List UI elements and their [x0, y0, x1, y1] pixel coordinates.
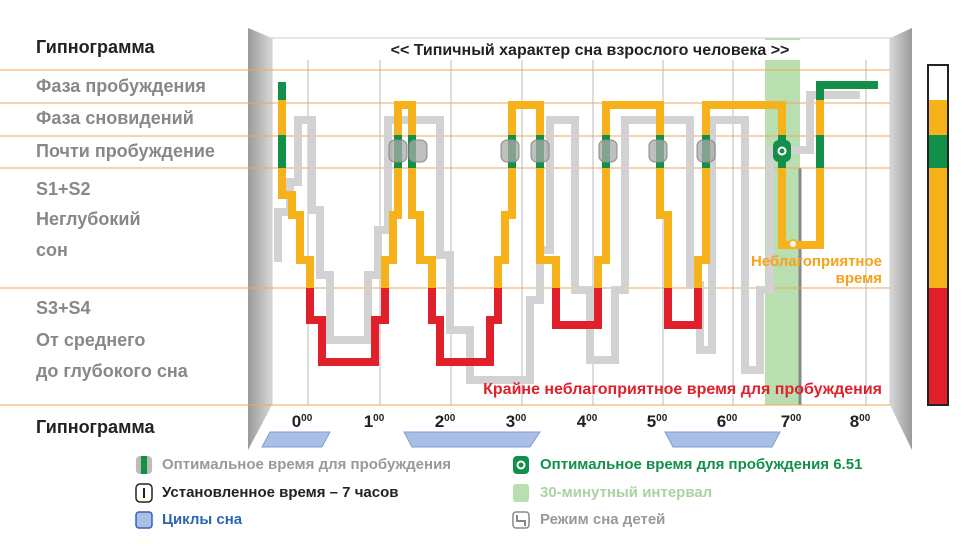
marker-dot — [777, 146, 787, 156]
stage-color-bar — [927, 64, 949, 406]
hour-minutes: 00 — [515, 413, 527, 424]
legend-label: Оптимальное время для пробуждения — [162, 456, 451, 473]
hour-value: 7 — [781, 412, 790, 431]
hour-label: 700 — [781, 412, 802, 431]
very-unfavorable-label: Крайне неблагоприятное время для пробужд… — [483, 381, 882, 398]
hour-label: 300 — [506, 412, 527, 431]
hour-label: 500 — [647, 412, 668, 431]
legend-icon — [513, 456, 529, 474]
optimal-markers — [388, 139, 716, 163]
hour-minutes: 00 — [726, 413, 738, 424]
row-label: до глубокого сна — [36, 361, 189, 381]
row-label: Неглубокий — [36, 209, 141, 229]
hour-minutes: 00 — [586, 413, 598, 424]
hour-value: 1 — [364, 412, 373, 431]
row-label: сон — [36, 240, 68, 260]
hour-minutes: 00 — [444, 413, 456, 424]
legend-label: Режим сна детей — [540, 511, 665, 528]
unfavorable-label: Неблагоприятное — [751, 253, 882, 270]
footer-title: Гипнограмма — [36, 417, 155, 437]
legend-icon — [513, 484, 529, 502]
hour-value: 5 — [647, 412, 656, 431]
children-hypnogram — [274, 91, 860, 384]
hour-minutes: 00 — [373, 413, 385, 424]
unfavorable-dot — [788, 239, 798, 249]
unfavorable-label: время — [836, 270, 882, 287]
hour-value: 6 — [717, 412, 726, 431]
legend-icon — [516, 515, 526, 526]
hour-value: 4 — [577, 412, 587, 431]
row-label: Фаза сновидений — [36, 108, 194, 128]
row-label: Фаза пробуждения — [36, 76, 206, 96]
hour-value: 8 — [850, 412, 859, 431]
hour-label: 000 — [292, 412, 313, 431]
hour-label: 600 — [717, 412, 738, 431]
row-label: S3+S4 — [36, 298, 91, 318]
hour-minutes: 00 — [301, 413, 313, 424]
legend-label: 30-минутный интервал — [540, 484, 712, 501]
optimal-exact-marker — [773, 140, 791, 162]
legend-icon — [135, 483, 153, 503]
legend-icon — [516, 460, 526, 470]
side-panel — [890, 28, 912, 450]
hour-minutes: 00 — [859, 413, 871, 424]
sleep-cycles — [261, 431, 781, 448]
title-bg — [370, 40, 810, 60]
legend: Оптимальное время для пробуждения Устано… — [135, 456, 862, 529]
hour-minutes: 00 — [656, 413, 668, 424]
hour-value: 0 — [292, 412, 301, 431]
legend-label: Оптимальное время для пробуждения 6.51 — [540, 456, 862, 473]
hour-label: 200 — [435, 412, 456, 431]
row-label: От среднего — [36, 330, 145, 350]
header-title: Гипнограмма — [36, 37, 155, 57]
row-label: Почти пробуждение — [36, 141, 215, 161]
hour-value: 2 — [435, 412, 444, 431]
hour-label: 800 — [850, 412, 871, 431]
hour-value: 3 — [506, 412, 515, 431]
hour-label: 400 — [577, 412, 598, 431]
legend-label: Циклы сна — [162, 511, 243, 528]
legend-icon — [512, 511, 530, 529]
hour-label: 100 — [364, 412, 385, 431]
row-label: S1+S2 — [36, 179, 91, 199]
chart-title: << Типичный характер сна взрослого челов… — [391, 42, 790, 59]
hour-minutes: 00 — [790, 413, 802, 424]
adult-hypnogram — [278, 81, 878, 366]
legend-icon — [135, 511, 153, 529]
side-panel — [248, 28, 272, 450]
legend-icon — [141, 456, 147, 474]
hour-labels: 000 100 200 300 400 500 600 700 800 — [292, 412, 871, 431]
legend-label: Установленное время – 7 часов — [162, 484, 398, 501]
